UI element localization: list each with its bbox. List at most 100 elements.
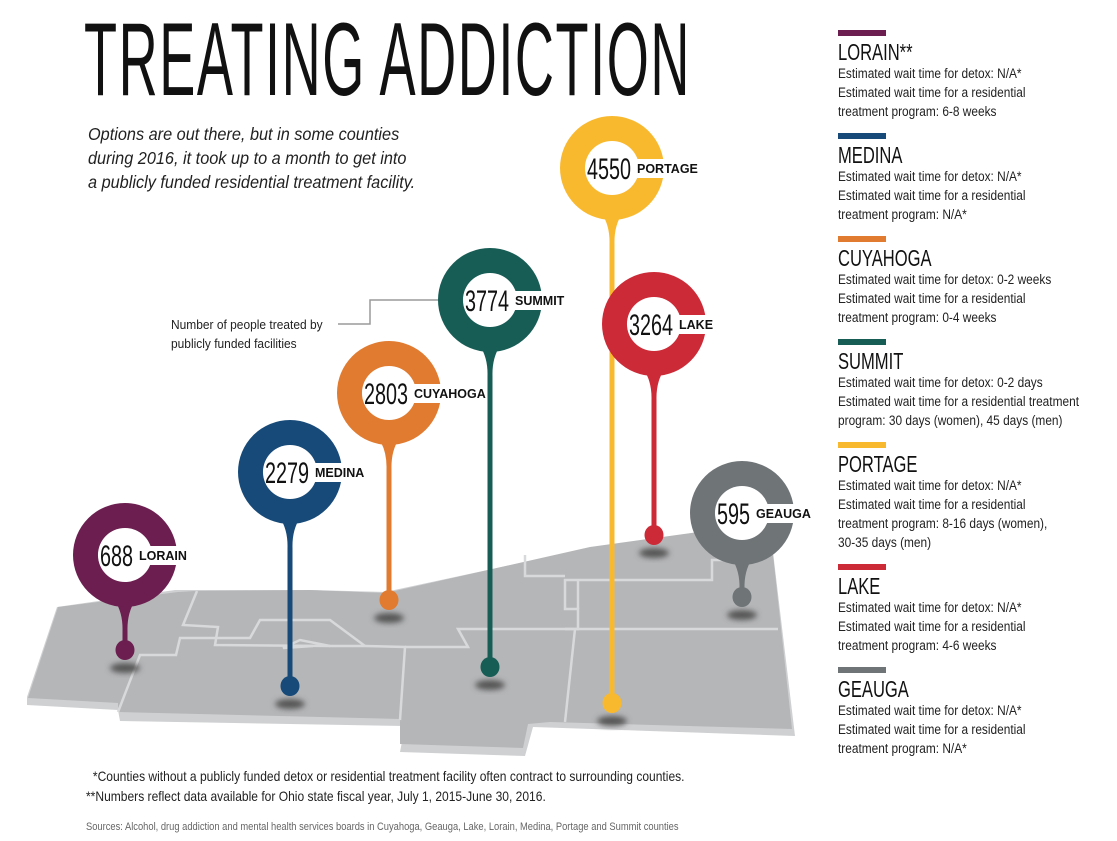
footnotes: *Counties without a publicly funded deto… xyxy=(86,766,685,806)
pin-stem xyxy=(379,439,399,594)
legend-county-name: MEDINA xyxy=(838,142,903,168)
legend-color-swatch xyxy=(838,339,886,345)
pin-value: 4550 xyxy=(587,153,631,186)
pin-inner-circle xyxy=(262,444,318,500)
legend-item-medina: MEDINA Estimated wait time for detox: N/A… xyxy=(838,133,1117,224)
pin-shadow xyxy=(110,663,140,673)
county-borders xyxy=(116,555,778,723)
legend-color-swatch xyxy=(838,564,886,570)
legend-wait-time-text: Estimated wait time for detox: 0-2 weeks xyxy=(838,272,1052,287)
pin-foot xyxy=(379,590,399,610)
legend-county-name: CUYAHOGA xyxy=(838,245,932,271)
legend-county-name: LAKE xyxy=(838,573,881,599)
pin-inner-circle xyxy=(714,485,770,541)
footnote-single-asterisk: *Counties without a publicly funded deto… xyxy=(92,768,685,784)
legend-wait-time-text: Estimated wait time for a residential xyxy=(838,188,1026,203)
pin-label-tab xyxy=(752,504,812,523)
pin-stem xyxy=(602,214,622,697)
legend-color-swatch xyxy=(838,442,886,448)
legend-wait-time-text: 30-35 days (men) xyxy=(838,535,932,550)
legend-color-swatch xyxy=(838,133,886,139)
pin-foot xyxy=(480,657,500,677)
pin-lorain: 688 LORAIN xyxy=(73,503,195,673)
pin-stem xyxy=(644,370,664,529)
page-title: TREATING ADDICTION xyxy=(84,2,691,118)
legend-county-name: GEAUGA xyxy=(838,676,909,702)
legend-wait-time-text: Estimated wait time for a residential xyxy=(838,497,1026,512)
legend-wait-time-text: Estimated wait time for detox: N/A* xyxy=(838,169,1022,184)
pins-layer: 688 LORAIN 2279 MEDINA 2803 CUYAHOGA 3774 SUMMI… xyxy=(73,116,812,726)
pin-inner-circle xyxy=(584,140,640,196)
pin-cuyahoga: 2803 CUYAHOGA xyxy=(337,341,487,623)
legend-wait-time-text: Estimated wait time for detox: N/A* xyxy=(838,703,1022,718)
pin-county-label: LORAIN xyxy=(139,549,187,563)
legend-item-cuyahoga: CUYAHOGA Estimated wait time for detox: 0… xyxy=(838,236,1117,327)
pin-foot xyxy=(602,693,622,713)
pin-inner-circle xyxy=(626,296,682,352)
pin-county-label: LAKE xyxy=(679,318,713,332)
pin-label-tab xyxy=(135,546,195,565)
pin-shadow xyxy=(475,680,505,690)
pin-stem xyxy=(732,559,752,591)
pin-county-label: MEDINA xyxy=(315,466,364,480)
legend-item-geauga: GEAUGA Estimated wait time for detox: N/A… xyxy=(838,667,1117,758)
legend-color-swatch xyxy=(838,236,886,242)
annotation-line: Number of people treated by xyxy=(171,317,323,332)
pin-stem xyxy=(280,518,300,680)
legend-wait-time-text: Estimated wait time for detox: N/A* xyxy=(838,478,1022,493)
map-surface xyxy=(28,526,792,748)
map-base xyxy=(27,526,795,756)
pin-inner-circle xyxy=(361,365,417,421)
pin-shadow xyxy=(275,699,305,709)
pin-value: 595 xyxy=(717,498,750,531)
pin-value: 2279 xyxy=(265,457,309,490)
legend-wait-time-text: Estimated wait time for detox: N/A* xyxy=(838,66,1022,81)
pin-stem xyxy=(115,601,135,644)
legend-wait-time-text: Estimated wait time for a residential xyxy=(838,85,1026,100)
legend-county-name: LORAIN** xyxy=(838,39,913,65)
pin-county-label: PORTAGE xyxy=(637,162,698,176)
pin-label-tab xyxy=(511,291,571,310)
subtitle-line: a publicly funded residential treatment … xyxy=(88,172,416,192)
pin-value: 688 xyxy=(100,540,133,573)
pin-foot xyxy=(115,640,135,660)
annotation-leader-line xyxy=(338,299,470,325)
sources-credit: Sources: Alcohol, drug addiction and men… xyxy=(86,821,679,833)
legend-wait-time-text: treatment program: N/A* xyxy=(838,207,967,222)
legend-item-summit: SUMMIT Estimated wait time for detox: 0-2… xyxy=(838,339,1117,430)
pin-county-label: GEAUGA xyxy=(756,507,811,521)
legend-wait-time-text: treatment program: 4-6 weeks xyxy=(838,638,997,653)
legend-wait-time-text: Estimated wait time for a residential xyxy=(838,722,1026,737)
pin-label-tab xyxy=(633,159,702,178)
pin-shadow xyxy=(639,548,669,558)
pin-shadow xyxy=(597,716,627,726)
legend-wait-time-text: Estimated wait time for a residential xyxy=(838,291,1026,306)
pin-value: 2803 xyxy=(364,378,408,411)
pin-label-tab xyxy=(675,315,718,334)
pin-geauga: 595 GEAUGA xyxy=(690,461,812,620)
annotation-label: Number of people treated by publicly fun… xyxy=(171,315,323,353)
legend-wait-time-text: treatment program: N/A* xyxy=(838,741,967,756)
footnote-double-asterisk: **Numbers reflect data available for Ohi… xyxy=(86,788,546,804)
pin-foot xyxy=(644,525,664,545)
legend-color-swatch xyxy=(838,667,886,673)
pin-foot xyxy=(280,676,300,696)
legend-wait-time-text: Estimated wait time for a residential tr… xyxy=(838,394,1080,409)
legend-item-portage: PORTAGE Estimated wait time for detox: N/… xyxy=(838,442,1117,552)
legend: LORAIN** Estimated wait time for detox: N… xyxy=(838,30,1117,770)
legend-item-lorain: LORAIN** Estimated wait time for detox: N… xyxy=(838,30,1117,121)
pin-inner-circle xyxy=(462,272,518,328)
subtitle-line: during 2016, it took up to a month to ge… xyxy=(88,148,407,168)
pin-label-tab xyxy=(410,384,487,403)
pin-county-label: CUYAHOGA xyxy=(414,387,486,401)
legend-wait-time-text: treatment program: 6-8 weeks xyxy=(838,104,997,119)
pin-label-tab xyxy=(311,463,371,482)
pin-summit: 3774 SUMMIT xyxy=(438,248,571,690)
legend-item-lake: LAKE Estimated wait time for detox: N/A* E… xyxy=(838,564,1117,655)
legend-wait-time-text: program: 30 days (women), 45 days (men) xyxy=(838,413,1063,428)
pin-value: 3264 xyxy=(629,309,673,342)
pin-lake: 3264 LAKE xyxy=(602,272,718,558)
pin-county-label: SUMMIT xyxy=(515,294,565,308)
pin-stem xyxy=(480,346,500,661)
subtitle: Options are out there, but in some count… xyxy=(88,122,460,194)
